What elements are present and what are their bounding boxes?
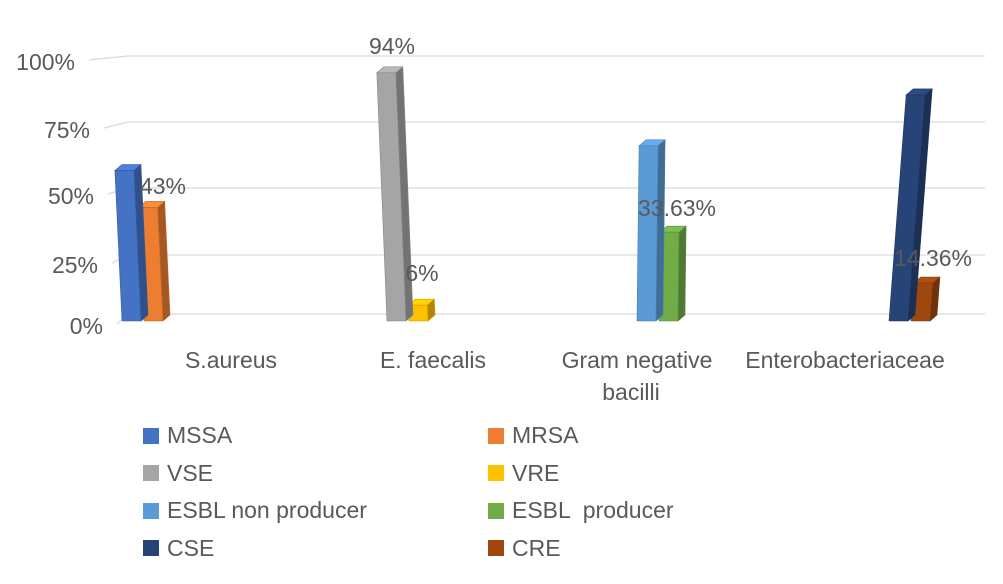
legend-label-vre: VRE xyxy=(512,459,560,486)
legend-item-cse: CSE xyxy=(143,534,215,561)
legend-item-esbl-producer: ESBL producer xyxy=(488,499,674,522)
gridline-100% xyxy=(88,55,985,61)
category-label-gram-negative-bacilli: bacilli xyxy=(602,379,660,405)
data-label-cre: 14.36% xyxy=(894,245,972,271)
gridline-75% xyxy=(103,121,985,129)
data-label-vre: 6% xyxy=(405,260,438,286)
legend-swatch-esbl-producer xyxy=(488,502,504,519)
legend-label-cse: CSE xyxy=(167,534,215,561)
y-tick-label-25%: 25% xyxy=(52,252,98,278)
legend-swatch-esbl-non-producer xyxy=(143,502,159,519)
bar-esbl-producer xyxy=(658,225,687,322)
data-label-vse: 94% xyxy=(369,33,415,59)
legend-label-esbl-producer: ESBL producer xyxy=(512,497,674,523)
legend-label-mrsa: MRSA xyxy=(512,422,579,448)
legend-item-vre: VRE xyxy=(488,459,560,486)
gridline-50% xyxy=(107,187,985,195)
legend-item-mrsa: MRSA xyxy=(488,424,578,447)
category-label-e.-faecalis: E. faecalis xyxy=(380,347,486,373)
bar-mssa xyxy=(114,163,149,322)
legend-label-vse: VSE xyxy=(167,459,214,486)
legend-swatch-vse xyxy=(143,465,159,481)
legend-swatch-vre xyxy=(488,465,504,481)
chart-canvas: 0% 25% 50% 75% 100% 43% 94% 6% 33.63% 14.36% S.aur… xyxy=(16,33,985,405)
bar-vre xyxy=(407,298,436,322)
bar-cse xyxy=(888,88,933,322)
legend-swatch-cre xyxy=(488,540,504,556)
data-label-esbl-producer: 33.63% xyxy=(638,195,716,221)
category-label-gram-negative-bacilli: Gram negative xyxy=(562,347,713,373)
legend-swatch-mssa xyxy=(143,427,159,444)
category-label-s.aureus: S.aureus xyxy=(185,347,277,373)
bar-front-face xyxy=(636,145,659,322)
legend-label-esbl-non-producer: ESBL non producer xyxy=(167,497,367,523)
bar-front-face xyxy=(376,72,407,322)
bar-esbl-non-producer xyxy=(636,139,666,322)
legend-swatch-mrsa xyxy=(488,427,504,444)
legend-item-mssa: MSSA xyxy=(143,424,232,447)
category-label-enterobacteriaceae: Enterobacteriaceae xyxy=(745,347,944,373)
legend-item-cre: CRE xyxy=(488,534,561,561)
bar-front-face xyxy=(114,170,142,322)
y-tick-label-75%: 75% xyxy=(44,117,90,143)
legend-label-mssa: MSSA xyxy=(167,422,233,448)
gridline-0% xyxy=(116,313,985,325)
legend-item-esbl-non-producer: ESBL non producer xyxy=(143,499,367,522)
legend-swatch-cse xyxy=(143,540,159,556)
gridline-25% xyxy=(111,254,985,264)
data-label-mrsa: 43% xyxy=(140,173,186,199)
bar-front-face xyxy=(888,94,926,322)
legend-label-cre: CRE xyxy=(512,534,561,561)
y-tick-label-50%: 50% xyxy=(48,183,94,209)
bar-vse xyxy=(376,66,414,322)
y-tick-label-100%: 100% xyxy=(16,49,75,75)
legend-item-vse: VSE xyxy=(143,459,214,486)
y-tick-label-0%: 0% xyxy=(70,313,103,339)
